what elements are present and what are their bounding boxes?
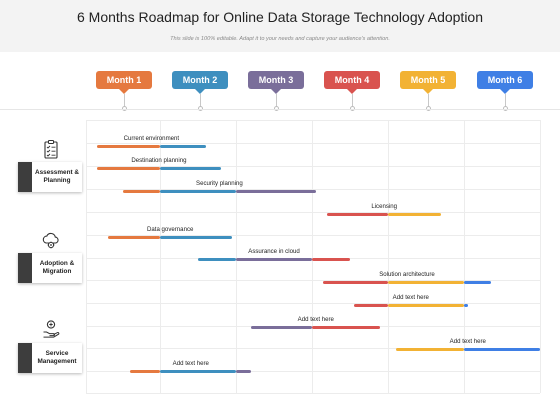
task-bar-segment [97, 166, 160, 170]
task-bar-segment [327, 212, 388, 216]
grid-row-line [86, 212, 540, 213]
task-label: Current environment [123, 135, 180, 142]
task-bar-segment [388, 280, 464, 284]
category-label: Adoption & Migration [39, 260, 75, 275]
timeline-rule [0, 109, 560, 110]
task-bar-segment [123, 189, 160, 193]
month-header-2: Month 2 [172, 71, 228, 94]
task-bar-segment [160, 369, 236, 373]
service-hand-icon [43, 320, 60, 338]
month-header-3: Month 3 [248, 71, 304, 94]
task-bar-segment [160, 144, 206, 148]
task-label: Assurance in cloud [248, 248, 300, 255]
month-header-4: Month 4 [324, 71, 380, 94]
task-bar-segment [160, 166, 221, 170]
clipboard-icon [44, 140, 58, 159]
grid-column-line [236, 120, 237, 393]
task-bar-segment [464, 347, 540, 351]
grid-row-line [86, 348, 540, 349]
task-bar-segment [395, 347, 464, 351]
month-connector [276, 94, 277, 108]
grid-row-line [86, 235, 540, 236]
grid-column-line [464, 120, 465, 393]
task-bar-segment [388, 303, 464, 307]
category-marker [18, 162, 32, 192]
task-label: Add text here [172, 360, 209, 367]
task-bar-segment [236, 189, 316, 193]
task-label: Add text here [297, 316, 334, 323]
task-bar-segment [160, 235, 233, 239]
category-label: Assessment & Planning [34, 169, 80, 184]
month-header-5: Month 5 [400, 71, 456, 94]
task-bar-segment [108, 235, 160, 239]
month-connector-dot [122, 106, 127, 111]
task-bar-segment [388, 212, 442, 216]
month-header-6: Month 6 [477, 71, 533, 94]
grid-row-line [86, 303, 540, 304]
task-label: Solution architecture [379, 271, 435, 278]
task-bar-segment [353, 303, 388, 307]
grid-column-line [540, 120, 541, 393]
month-connector-dot [274, 106, 279, 111]
grid-row-line [86, 166, 540, 167]
category-label: Service Management [37, 350, 77, 365]
grid-row-line [86, 120, 540, 121]
task-bar-segment [312, 257, 350, 261]
task-label: Add text here [449, 338, 486, 345]
grid-column-line [160, 120, 161, 393]
month-connector [124, 94, 125, 108]
task-label: Add text here [392, 294, 429, 301]
task-label: Data governance [146, 226, 194, 233]
grid-row-line [86, 393, 540, 394]
category-adoption-migration: Adoption & Migration [18, 253, 82, 283]
category-marker [18, 253, 32, 283]
month-header-1: Month 1 [96, 71, 152, 94]
task-bar-segment [198, 257, 236, 261]
title-band [0, 0, 560, 52]
grid-row-line [86, 143, 540, 144]
month-connector-dot [503, 106, 508, 111]
task-label: Licensing [371, 203, 398, 210]
category-service-management: Service Management [18, 343, 82, 373]
grid-column-line [388, 120, 389, 393]
month-connector [428, 94, 429, 108]
cloud-gear-icon [42, 232, 59, 249]
month-connector-dot [350, 106, 355, 111]
month-connector [352, 94, 353, 108]
category-assessment-planning: Assessment & Planning [18, 162, 82, 192]
category-marker [18, 343, 32, 373]
task-label: Security planning [196, 180, 243, 187]
task-bar-segment [97, 144, 160, 148]
page-subtitle: This slide is 100% editable. Adapt it to… [170, 36, 390, 42]
task-bar-segment [160, 189, 236, 193]
task-bar-segment [236, 369, 252, 373]
task-bar-segment [323, 280, 388, 284]
grid-row-line [86, 280, 540, 281]
month-connector-dot [198, 106, 203, 111]
month-connector [505, 94, 506, 108]
task-label: Destination planning [131, 157, 187, 164]
month-connector [200, 94, 201, 108]
task-bar-segment [312, 325, 381, 329]
page-title: 6 Months Roadmap for Online Data Storage… [77, 9, 483, 25]
grid-column-line [312, 120, 313, 393]
task-bar-segment [236, 257, 312, 261]
task-bar-segment [130, 369, 160, 373]
task-bar-segment [464, 280, 491, 284]
month-connector-dot [426, 106, 431, 111]
grid-row-line [86, 371, 540, 372]
grid-column-line [86, 120, 87, 393]
task-bar-segment [464, 303, 468, 307]
task-bar-segment [251, 325, 312, 329]
